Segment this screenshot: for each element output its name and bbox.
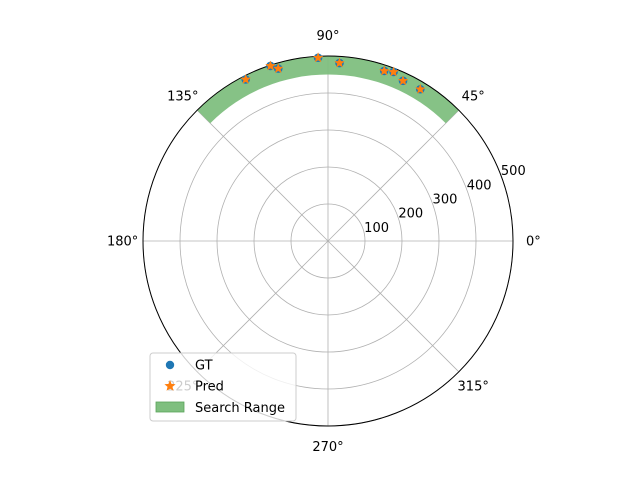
angular-gridline-3 [196, 109, 329, 242]
legend-pred-marker [164, 380, 176, 391]
point-pred-2 [388, 66, 399, 77]
angular-gridline-1 [327, 109, 460, 242]
point-pred-3 [379, 65, 390, 76]
angular-tick-label-0: 0° [526, 235, 541, 250]
point-pred-0 [415, 83, 426, 94]
legend-gt-marker [165, 360, 175, 370]
legend-search-range-label: Search Range [195, 401, 285, 416]
point-pred-8 [240, 74, 251, 84]
legend: GT Pred Search Range [149, 352, 297, 422]
legend-entry-pred: Pred [164, 380, 224, 395]
legend-entry-gt: GT [165, 359, 213, 374]
radial-tick-label-1: 200 [398, 207, 423, 222]
angular-gridline-7 [327, 240, 460, 373]
angular-tick-label-2: 90° [316, 29, 339, 44]
point-pred-1 [397, 75, 409, 86]
point-pred-7 [265, 60, 276, 71]
legend-frame [149, 352, 297, 422]
point-pred-5 [312, 52, 324, 63]
legend-pred-label: Pred [195, 380, 224, 395]
angular-tick-label-3: 135° [167, 89, 198, 104]
legend-entry-search-range: Search Range [155, 401, 285, 416]
polar-outer-circle [142, 55, 514, 427]
radial-tick-label-4: 500 [501, 164, 526, 179]
angular-tick-label-6: 270° [312, 440, 343, 455]
polar-frame [142, 55, 514, 427]
angular-gridline-5 [196, 240, 329, 373]
data-points [240, 52, 426, 94]
point-pred-4 [334, 57, 345, 68]
legend-search-range-swatch [155, 401, 185, 413]
radial-tick-label-2: 300 [433, 193, 458, 208]
point-pred-6 [273, 63, 284, 73]
radial-tick-label-0: 100 [364, 221, 389, 236]
radial-tick-label-3: 400 [467, 178, 492, 193]
radial-tick-labels: 100 200 300 400 500 [364, 164, 526, 236]
legend-gt-label: GT [195, 359, 213, 374]
angular-tick-label-4: 180° [107, 235, 138, 250]
angular-tick-label-1: 45° [462, 89, 485, 104]
angular-tick-label-7: 315° [458, 380, 489, 395]
